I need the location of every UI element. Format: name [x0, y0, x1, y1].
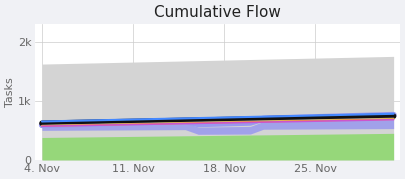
- Title: Cumulative Flow: Cumulative Flow: [154, 5, 281, 20]
- Y-axis label: Tasks: Tasks: [5, 77, 15, 107]
